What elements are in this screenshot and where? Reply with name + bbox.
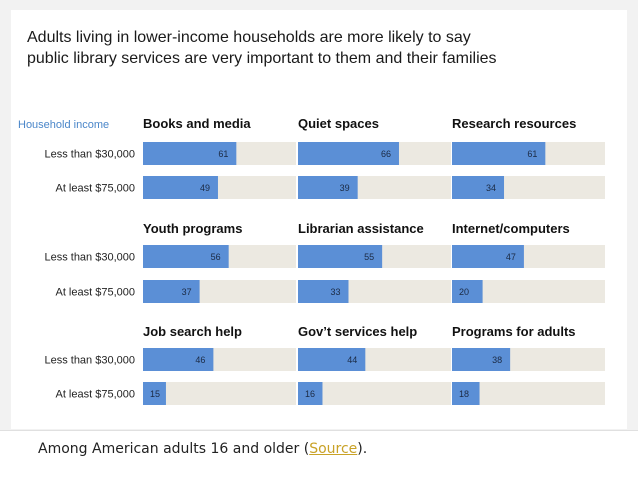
panel-title: Job search help xyxy=(143,324,242,339)
data-label: 37 xyxy=(182,287,192,297)
data-label: 61 xyxy=(527,149,537,159)
title-line-2: public library services are very importa… xyxy=(27,50,497,67)
bar xyxy=(452,382,480,405)
data-label: 15 xyxy=(150,389,160,399)
bar xyxy=(298,245,383,268)
bar xyxy=(452,142,546,165)
data-label: 16 xyxy=(305,389,315,399)
panel-title: Youth programs xyxy=(143,221,242,236)
data-label: 44 xyxy=(347,355,357,365)
page-title: Adults living in lower-income households… xyxy=(27,27,607,69)
category-label: Less than $30,000 xyxy=(44,149,135,161)
bar xyxy=(298,348,366,371)
bar xyxy=(452,280,483,303)
data-label: 34 xyxy=(486,183,496,193)
bar-track xyxy=(452,382,605,405)
data-label: 66 xyxy=(381,149,391,159)
footer xyxy=(0,430,638,480)
category-label: At least $75,000 xyxy=(55,389,135,401)
legend-label: Household income xyxy=(18,119,109,131)
data-label: 39 xyxy=(340,183,350,193)
data-label: 49 xyxy=(200,183,210,193)
category-label: At least $75,000 xyxy=(55,287,135,299)
bar xyxy=(298,280,349,303)
panel-title: Research resources xyxy=(452,116,576,131)
panel-title: Gov’t services help xyxy=(298,324,417,339)
data-label: 46 xyxy=(195,355,205,365)
source-link[interactable]: Source xyxy=(309,441,358,457)
bar-track xyxy=(452,280,605,303)
bar xyxy=(143,280,200,303)
bar xyxy=(143,245,229,268)
panel-title: Librarian assistance xyxy=(298,221,424,236)
panel-title: Quiet spaces xyxy=(298,116,379,131)
category-label: At least $75,000 xyxy=(55,183,135,195)
data-label: 18 xyxy=(459,389,469,399)
bar xyxy=(452,176,505,199)
bar xyxy=(452,245,524,268)
bar xyxy=(143,382,166,405)
bar xyxy=(298,176,358,199)
category-label: Less than $30,000 xyxy=(44,355,135,367)
bar xyxy=(143,348,214,371)
data-label: 47 xyxy=(506,252,516,262)
data-label: 61 xyxy=(218,149,228,159)
data-label: 56 xyxy=(211,252,221,262)
caption: Among American adults 16 and older (Sour… xyxy=(38,441,367,457)
caption-suffix: ). xyxy=(357,441,368,457)
bar-track xyxy=(298,382,451,405)
bar xyxy=(298,142,399,165)
bar xyxy=(298,382,323,405)
data-label: 55 xyxy=(364,252,374,262)
caption-prefix: Among American adults 16 and older ( xyxy=(38,441,310,457)
bar xyxy=(452,348,511,371)
category-label: Less than $30,000 xyxy=(44,252,135,264)
panel-title: Books and media xyxy=(143,116,251,131)
data-label: 33 xyxy=(330,287,340,297)
title-line-1: Adults living in lower-income households… xyxy=(27,29,471,46)
bar xyxy=(143,176,218,199)
data-label: 38 xyxy=(492,355,502,365)
panel-title: Internet/computers xyxy=(452,221,570,236)
bar xyxy=(143,142,237,165)
data-label: 20 xyxy=(459,287,469,297)
panel-title: Programs for adults xyxy=(452,324,576,339)
bar-track xyxy=(143,382,296,405)
